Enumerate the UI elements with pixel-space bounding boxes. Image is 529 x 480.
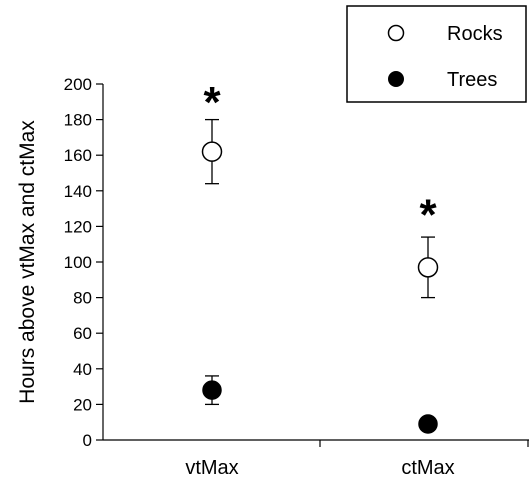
significance-asterisk: * <box>419 190 437 239</box>
y-tick-label: 60 <box>73 324 92 343</box>
legend-rocks-label: Rocks <box>447 23 503 45</box>
y-tick-label: 200 <box>64 75 92 94</box>
x-tick-label: vtMax <box>185 457 238 479</box>
legend-box <box>346 5 527 103</box>
axes: 0 20 40 60 80 100 120 140 160 180 200 vtMax ctMax <box>64 75 529 479</box>
y-tick-label: 100 <box>64 253 92 272</box>
y-tick-label: 40 <box>73 360 92 379</box>
legend-trees-marker <box>388 71 404 87</box>
y-tick-label: 140 <box>64 182 92 201</box>
plot-area: ** <box>201 78 439 434</box>
y-tick-label: 20 <box>73 395 92 414</box>
data-point-trees <box>418 414 438 434</box>
y-axis-label: Hours above vtMax and ctMax <box>16 120 39 404</box>
y-tick-label: 180 <box>64 111 92 130</box>
legend-rocks-marker <box>387 24 405 42</box>
significance-asterisk: * <box>203 78 221 127</box>
data-point-rocks <box>417 257 439 278</box>
legend: Rocks Trees <box>346 5 527 103</box>
y-tick-label: 160 <box>64 146 92 165</box>
legend-trees-label: Trees <box>447 69 497 91</box>
y-tick-label: 120 <box>64 217 92 236</box>
data-point-trees <box>202 380 222 400</box>
y-tick-label: 80 <box>73 289 92 308</box>
y-tick-label: 0 <box>83 431 92 450</box>
data-point-rocks <box>201 141 223 162</box>
x-tick-label: ctMax <box>401 457 454 479</box>
